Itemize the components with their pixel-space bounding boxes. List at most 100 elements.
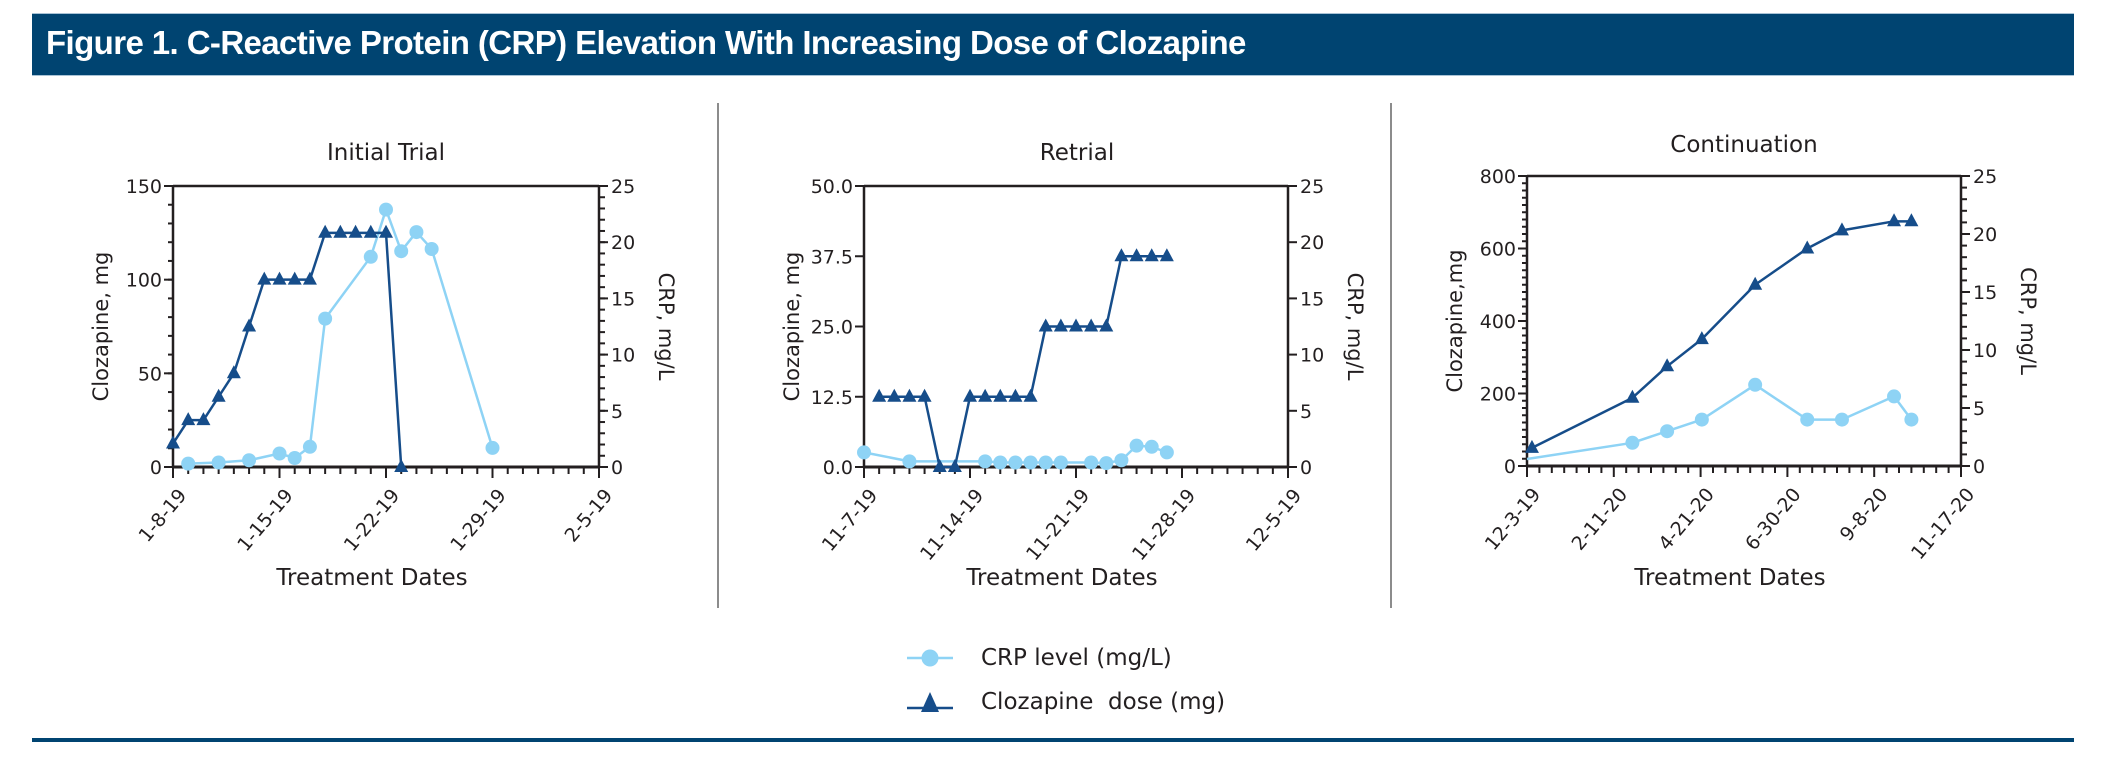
y2-tick-label: 25 xyxy=(1300,176,1324,198)
y-tick-label: 25.0 xyxy=(811,317,853,339)
dose-data-point xyxy=(226,365,241,379)
y2-tick-label: 20 xyxy=(1973,224,1997,246)
crp-data-point xyxy=(1159,445,1174,460)
dose-data-point xyxy=(1008,388,1023,402)
crp-data-point xyxy=(857,445,871,460)
dose-data-point xyxy=(1660,358,1675,372)
y-tick-label: 400 xyxy=(1480,311,1516,333)
x-tick-label: 11-28-19 xyxy=(1128,485,1200,565)
x-tick-label: 2-11-20 xyxy=(1568,484,1633,555)
x-tick-label: 2-5-19 xyxy=(560,485,617,547)
dose-data-point xyxy=(379,224,393,238)
dose-data-point xyxy=(272,271,287,285)
circle-icon xyxy=(907,649,953,667)
x-axis-label: Treatment Dates xyxy=(275,565,467,591)
x-tick-label: 12-3-19 xyxy=(1481,484,1546,555)
x-tick-label: 4-21-20 xyxy=(1654,484,1719,555)
y-tick-label: 50 xyxy=(138,363,162,385)
dose-data-point xyxy=(1023,388,1038,402)
y2-tick-label: 15 xyxy=(1300,288,1324,310)
y2-tick-label: 5 xyxy=(1973,398,1985,420)
dose-series-line xyxy=(879,255,1167,469)
x-tick-label: 11-14-19 xyxy=(916,485,988,565)
y-tick-label: 100 xyxy=(126,270,162,292)
crp-data-point xyxy=(318,311,333,326)
crp-data-point xyxy=(379,202,393,217)
dose-data-point xyxy=(887,388,902,402)
bottom-rule xyxy=(32,738,2074,742)
crp-data-point xyxy=(211,455,226,470)
x-tick-label: 9-8-20 xyxy=(1836,484,1893,546)
crp-data-point xyxy=(902,454,917,469)
chart-title: Initial Trial xyxy=(327,140,445,166)
dose-data-point xyxy=(902,388,917,402)
dose-data-point xyxy=(963,388,977,402)
crp-data-point xyxy=(424,241,439,256)
dose-data-point xyxy=(1038,318,1053,332)
dose-series-line xyxy=(171,231,403,468)
dose-data-point xyxy=(978,388,993,402)
crp-series-line xyxy=(188,208,494,465)
dose-data-point xyxy=(333,224,348,238)
legend-item-dose: Clozapine dose (mg) xyxy=(905,680,1225,724)
crp-data-point xyxy=(181,456,196,471)
x-tick-label: 6-30-20 xyxy=(1741,484,1806,555)
y2-tick-label: 5 xyxy=(1300,401,1312,423)
y2-tick-label: 0 xyxy=(1973,456,1985,478)
y2-tick-label: 20 xyxy=(1300,232,1324,254)
dose-data-point xyxy=(196,412,211,426)
y-tick-label: 0.0 xyxy=(823,457,853,479)
legend-label: CRP level (mg/L) xyxy=(981,645,1172,671)
y-tick-label: 12.5 xyxy=(811,387,853,409)
crp-data-point xyxy=(1748,377,1763,392)
y2-tick-label: 0 xyxy=(611,457,623,479)
panel-divider xyxy=(717,103,719,608)
x-tick-label: 11-17-20 xyxy=(1907,484,1979,564)
figure-header: Figure 1. C-Reactive Protein (CRP) Eleva… xyxy=(32,13,2074,76)
crp-data-point xyxy=(1099,456,1114,471)
y-tick-label: 200 xyxy=(1480,384,1516,406)
y2-tick-label: 0 xyxy=(1300,457,1312,479)
dose-data-point xyxy=(302,271,317,285)
crp-data-point xyxy=(1008,455,1023,470)
dose-data-point xyxy=(947,458,962,472)
x-axis-label: Treatment Dates xyxy=(965,565,1157,591)
crp-data-point xyxy=(1129,438,1144,453)
y2-tick-label: 25 xyxy=(1973,166,1997,188)
crp-data-point xyxy=(409,225,424,240)
crp-data-point xyxy=(1625,435,1640,450)
figure-title: Figure 1. C-Reactive Protein (CRP) Eleva… xyxy=(46,24,1246,61)
crp-data-point xyxy=(1660,424,1675,439)
dose-data-point xyxy=(181,412,196,426)
y2-tick-label: 10 xyxy=(1973,340,1997,362)
dose-data-point xyxy=(1800,240,1815,254)
crp-data-point xyxy=(1904,412,1919,427)
chart-initial-trial: Initial Trial 1-8-19 1-15-19 1-22-19 1-29-19… xyxy=(89,140,678,591)
y-axis-label: Clozapine, mg xyxy=(89,252,113,402)
y-tick-label: 600 xyxy=(1480,239,1516,261)
dose-data-point xyxy=(993,388,1008,402)
chart-title: Continuation xyxy=(1670,132,1817,158)
x-tick-label: 11-21-19 xyxy=(1022,485,1094,565)
crp-data-point xyxy=(1834,412,1849,427)
y-tick-label: 150 xyxy=(126,176,162,198)
dose-data-point xyxy=(1748,276,1763,290)
y-tick-label: 0 xyxy=(150,457,162,479)
chart-retrial: Retrial 11-7-19 11-14-19 11-21-19 11-28-19 12… xyxy=(780,140,1367,591)
panel-divider xyxy=(1390,103,1392,608)
dose-data-point xyxy=(1129,248,1144,262)
dose-data-point xyxy=(242,318,257,332)
crp-data-point xyxy=(1053,455,1068,470)
y2-axis-label: CRP, mg/L xyxy=(1343,273,1367,381)
crp-data-point xyxy=(287,451,302,466)
x-tick-label: 1-15-19 xyxy=(233,485,298,556)
dose-data-point xyxy=(394,458,409,472)
crp-data-point xyxy=(1694,412,1709,427)
dose-data-point xyxy=(363,224,378,238)
dose-data-point xyxy=(1887,213,1902,227)
dose-data-point xyxy=(318,224,333,238)
dose-data-point xyxy=(211,388,226,402)
crp-data-point xyxy=(993,455,1008,470)
triangle-icon xyxy=(907,692,953,712)
